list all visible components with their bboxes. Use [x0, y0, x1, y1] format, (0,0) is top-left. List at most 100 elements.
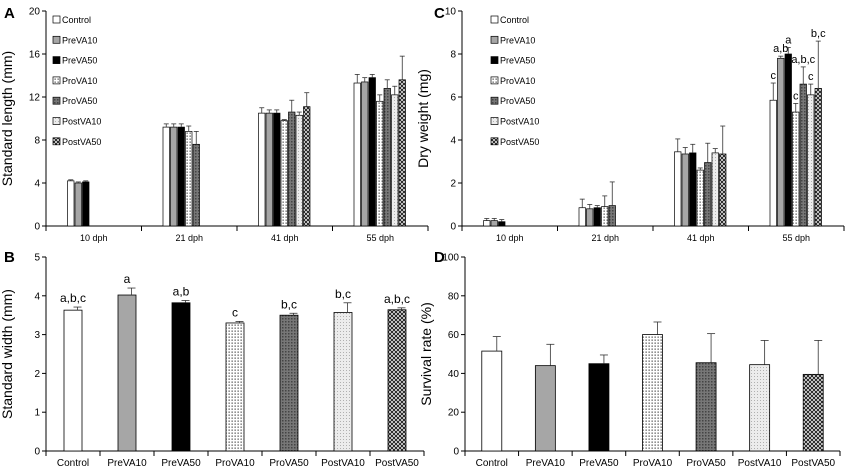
- bar-preva50-10-dph: [82, 181, 90, 227]
- x-tick-label: Control: [57, 458, 89, 467]
- x-tick-label: ProVA50: [686, 458, 726, 467]
- bar-prova50-41-dph: [704, 162, 712, 227]
- bar-postva50-41-dph: [719, 153, 727, 227]
- bar-preva10-55-dph: [777, 57, 785, 227]
- bar-postva10: [333, 312, 353, 452]
- bar-control: [481, 350, 503, 452]
- bar-preva50-55-dph: [368, 77, 376, 227]
- legend-swatch-preva50: [52, 56, 61, 64]
- chart-panel-c: 0 2 4 6 8 10 Dry weight (mg) 10 dph 21 dph 41 dph…: [415, 7, 845, 243]
- bar-control-21-dph: [578, 207, 586, 227]
- legend-swatch-prova10: [490, 76, 499, 85]
- bar-prova10-55-dph: [792, 111, 800, 227]
- x-tick-label: PreVA10: [526, 458, 566, 467]
- bar-postva10-55-dph: [391, 94, 399, 227]
- y-tick-label: 10: [445, 7, 457, 18]
- significance-label: c: [808, 71, 814, 83]
- bar-preva50-21-dph: [593, 207, 601, 227]
- x-tick-label: PostVA50: [791, 458, 835, 467]
- bar-prova10-41-dph: [696, 169, 704, 227]
- bar-preva50-10-dph: [498, 221, 506, 227]
- x-tick-label: 55 dph: [782, 233, 810, 243]
- bar-prova10-41-dph: [280, 120, 288, 227]
- significance-label: c: [771, 70, 777, 82]
- chart-panel-b: 0 1 2 3 4 5 Standard width (mm) a,b,c Control a Pr…: [0, 253, 425, 467]
- legend-label-control: Control: [62, 15, 91, 25]
- panel-label-a: A: [4, 5, 15, 22]
- bar-control-10-dph: [67, 180, 75, 227]
- x-tick-label: 10 dph: [496, 233, 524, 243]
- bar-preva10-21-dph: [586, 208, 594, 227]
- bar-postva10-55-dph: [807, 94, 815, 227]
- x-tick-label: 21 dph: [175, 233, 203, 243]
- bar-postva50-55-dph: [398, 79, 406, 227]
- x-tick-label: Control: [476, 458, 508, 467]
- significance-label: a: [124, 272, 131, 286]
- panel-label-d: D: [434, 249, 445, 266]
- legend-swatch-prova50: [52, 96, 61, 105]
- y-axis-label: Standard width (mm): [0, 289, 15, 419]
- legend-label-control: Control: [500, 15, 529, 25]
- bar-postva10-41-dph: [711, 152, 719, 227]
- bar-preva50: [171, 302, 191, 452]
- significance-label: a,b: [173, 284, 190, 298]
- bar-prova50-55-dph: [799, 83, 807, 227]
- bar-prova50-41-dph: [288, 111, 296, 227]
- y-tick-label: 0: [34, 447, 40, 458]
- bar-preva50-55-dph: [784, 53, 792, 227]
- significance-label: b,c: [811, 28, 826, 40]
- bar-control: [63, 309, 83, 452]
- y-tick-label: 40: [448, 369, 460, 380]
- x-tick-label: 55 dph: [366, 233, 394, 243]
- bar-postva50: [387, 309, 407, 452]
- x-tick-label: 41 dph: [271, 233, 299, 243]
- bar-prova10-55-dph: [376, 100, 384, 227]
- bar-preva10-10-dph: [490, 220, 498, 227]
- y-tick-label: 80: [448, 291, 460, 302]
- y-tick-label: 2: [450, 179, 456, 190]
- bar-control-41-dph: [674, 151, 682, 227]
- x-tick-label: PreVA50: [161, 458, 201, 467]
- y-tick-label: 60: [448, 330, 460, 341]
- legend-swatch-preva50: [490, 56, 499, 64]
- y-axis-label: Survival rate (%): [418, 302, 434, 405]
- bar-preva10-10-dph: [74, 182, 82, 227]
- bar-prova10: [642, 334, 663, 452]
- chart-panel-d: 0 20 40 60 80 100 Survival rate (%) Control PreV…: [418, 253, 841, 467]
- y-tick-label: 0: [34, 222, 40, 233]
- bar-prova50-55-dph: [383, 88, 391, 227]
- bar-prova10-21-dph: [185, 131, 193, 227]
- legend-swatch-preva10: [52, 35, 61, 44]
- bar-control-55-dph: [769, 99, 777, 227]
- legend-label-postva50: PostVA50: [62, 137, 101, 147]
- bar-preva50-41-dph: [689, 152, 697, 227]
- significance-label: c: [793, 90, 799, 102]
- y-tick-label: 2: [34, 369, 40, 380]
- bar-preva10: [117, 294, 137, 452]
- y-tick-label: 0: [450, 222, 456, 233]
- y-tick-label: 8: [34, 136, 40, 147]
- legend-swatch-postva10: [52, 117, 61, 125]
- significance-label: c: [232, 305, 238, 319]
- bar-postva50-41-dph: [303, 106, 311, 227]
- bar-preva50: [588, 363, 610, 452]
- x-tick-label: ProVA10: [633, 458, 673, 467]
- y-tick-label: 12: [29, 93, 41, 104]
- bar-preva10-41-dph: [265, 112, 273, 227]
- chart-panel-a: 0 4 8 12 16 20 Standard length (mm) 10 dph 21 dp…: [0, 7, 429, 243]
- x-tick-label: ProVA10: [215, 458, 255, 467]
- y-tick-label: 6: [450, 93, 456, 104]
- bar-postva50-55-dph: [814, 88, 822, 227]
- y-tick-label: 1: [34, 408, 40, 419]
- legend-swatch-control: [490, 15, 499, 24]
- legend-label-prova50: ProVA50: [62, 96, 97, 106]
- significance-label: a,b,c: [791, 54, 815, 66]
- bar-preva50-41-dph: [273, 112, 281, 227]
- legend-label-preva50: PreVA50: [62, 56, 97, 66]
- panel-label-c: C: [434, 5, 445, 22]
- y-tick-label: 20: [29, 7, 41, 18]
- bar-prova10: [225, 322, 245, 452]
- bar-prova50-21-dph: [608, 205, 616, 227]
- legend-label-postva10: PostVA10: [62, 117, 101, 127]
